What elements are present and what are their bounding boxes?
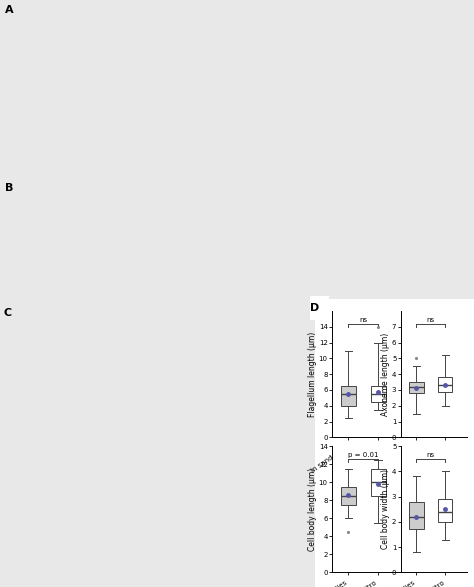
Text: p = 0.01: p = 0.01 — [348, 452, 378, 458]
PathPatch shape — [341, 487, 356, 505]
PathPatch shape — [438, 377, 453, 392]
PathPatch shape — [438, 499, 453, 522]
Text: B: B — [5, 183, 13, 193]
Text: ns: ns — [427, 317, 435, 323]
Text: ns: ns — [359, 317, 367, 323]
Y-axis label: Flagellum length (μm): Flagellum length (μm) — [308, 332, 317, 417]
Y-axis label: Axoneme length (μm): Axoneme length (μm) — [382, 333, 391, 416]
Text: C: C — [3, 308, 11, 318]
PathPatch shape — [371, 468, 385, 495]
PathPatch shape — [371, 386, 385, 402]
PathPatch shape — [409, 502, 424, 529]
PathPatch shape — [409, 382, 424, 393]
Y-axis label: Cell body length (μm): Cell body length (μm) — [308, 468, 317, 551]
Y-axis label: Cell body width (μm): Cell body width (μm) — [382, 469, 391, 549]
Text: D: D — [310, 303, 320, 313]
PathPatch shape — [341, 386, 356, 406]
Text: ns: ns — [427, 452, 435, 458]
Text: A: A — [5, 5, 13, 15]
